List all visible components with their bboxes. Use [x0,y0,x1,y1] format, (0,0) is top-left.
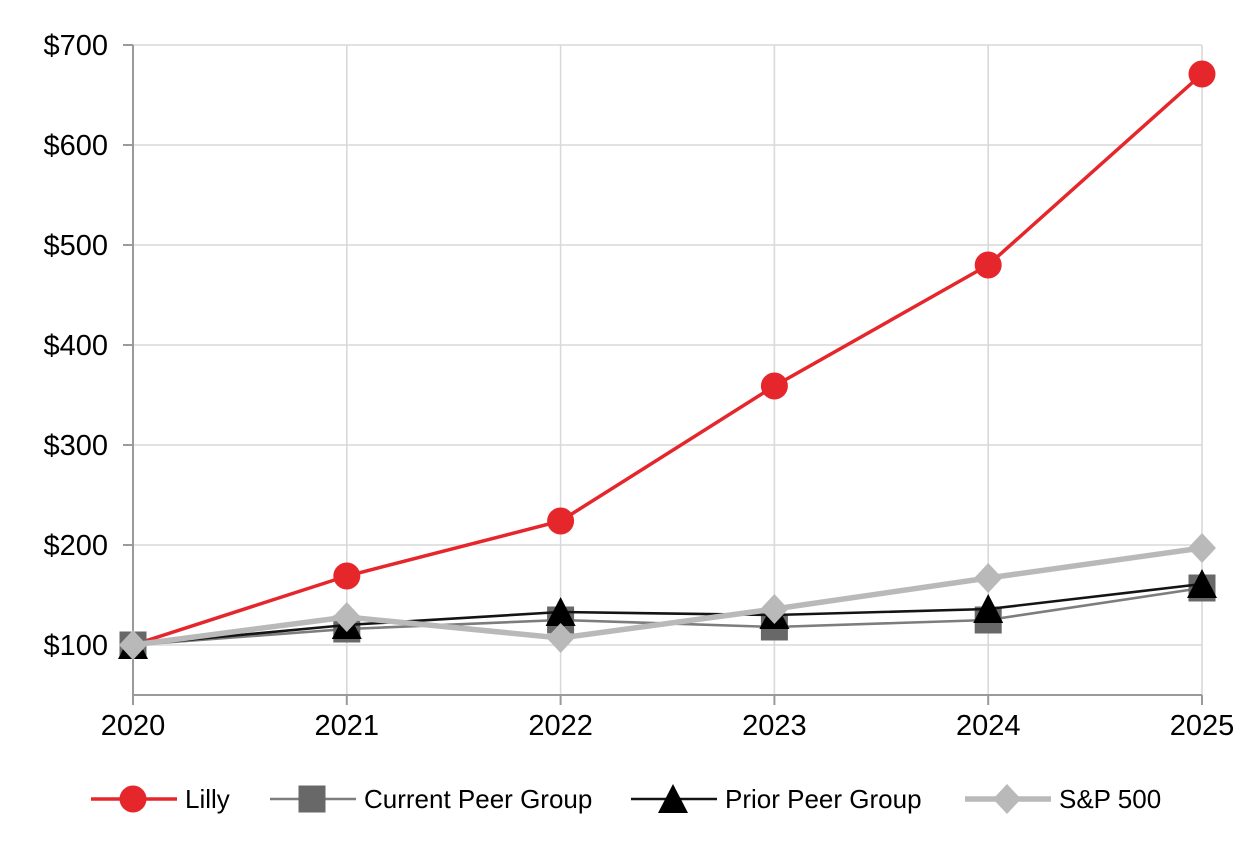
diamond-marker-icon [965,779,1051,819]
x-tick-label: 2020 [101,710,166,742]
legend-item-prior-peer-group: Prior Peer Group [631,779,922,819]
data-point-s-p-500-2020 [119,630,147,660]
y-tick-label: $600 [43,130,108,162]
series-s-p-500 [119,533,1216,660]
legend-label-lilly: Lilly [185,784,230,814]
series-line-prior-peer-group [132,582,1203,647]
x-tick-label: 2021 [315,710,380,742]
square-marker-icon [270,779,356,819]
legend-marker-svg [631,784,717,813]
data-point-prior-peer-group-2024 [973,594,1004,623]
y-tick-label: $100 [43,630,108,662]
legend-glyph [993,784,1021,814]
chart-legend: Lilly Current Peer Group Prior Peer Grou… [0,779,1246,819]
legend-marker-svg [965,784,1051,814]
axes: $100 $200 $300 $400 $500 $600 $700 2020 2021 2022… [43,30,1234,742]
series-line-s-p-500 [132,545,1203,648]
data-point-s-p-500-2023 [760,594,789,624]
y-tick-label: $200 [43,530,108,562]
circle-marker-icon [91,779,177,819]
x-tick-label: 2024 [956,710,1021,742]
series-current-peer-group [119,574,1216,659]
x-tick-label: 2022 [528,710,593,742]
data-point-prior-peer-group-2022 [545,597,576,626]
legend-label-current-peer-group: Current Peer Group [364,784,593,814]
data-point-lilly-2025 [1188,60,1216,88]
legend-marker-svg [270,785,356,813]
series-line-current-peer-group [132,586,1203,647]
legend-glyph [658,784,688,813]
y-tick-label: $500 [43,230,108,262]
legend-marker-svg [91,785,177,813]
series-line-lilly [132,72,1204,647]
legend-glyph [298,785,326,813]
gridlines [133,44,1203,695]
x-tick-label: 2023 [742,710,807,742]
data-point-lilly-2024 [974,251,1002,279]
y-tick-label: $300 [43,430,108,462]
legend-label-sp500: S&P 500 [1059,784,1162,814]
data-point-s-p-500-2024 [974,563,1003,593]
legend-item-lilly: Lilly [91,779,230,819]
legend-item-sp500: S&P 500 [965,779,1161,819]
x-tick-label: 2025 [1170,710,1235,742]
data-point-lilly-2021 [333,562,361,590]
data-point-s-p-500-2021 [332,602,361,632]
data-point-s-p-500-2025 [1188,533,1216,563]
data-point-lilly-2022 [547,507,575,535]
data-point-prior-peer-group-2025 [1187,569,1217,598]
data-point-s-p-500-2022 [546,623,575,653]
legend-label-prior-peer-group: Prior Peer Group [725,784,922,814]
y-tick-label: $700 [43,30,108,62]
triangle-marker-icon [631,779,717,819]
data-point-lilly-2023 [760,372,788,400]
legend-item-current-peer-group: Current Peer Group [270,779,592,819]
y-tick-label: $400 [43,330,108,362]
legend-glyph [119,785,147,813]
